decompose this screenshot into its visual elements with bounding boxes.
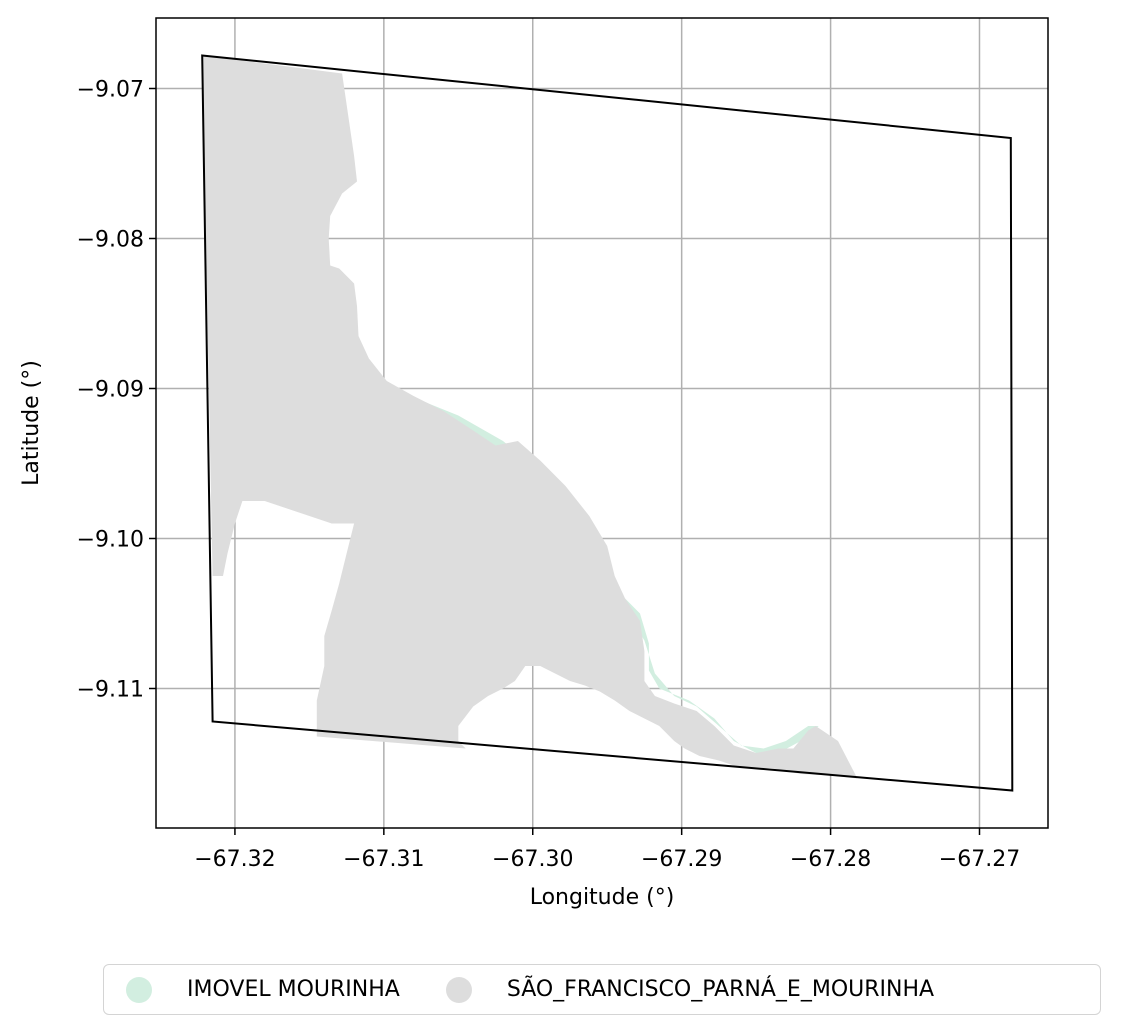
- x-tick-label: −67.31: [343, 847, 424, 872]
- map-plot: −67.32 −67.31 −67.30 −67.29 −67.28 −67.27 −9.0…: [19, 17, 1049, 910]
- legend-label-sao-francisco: SÃO_FRANCISCO_PARNÁ_E_MOURINHA: [506, 977, 935, 1002]
- x-tick-label: −67.29: [641, 847, 722, 872]
- legend-label-imovel-mourinha: IMOVEL MOURINHA: [187, 977, 400, 1002]
- plot-frame: [155, 17, 1049, 829]
- legend-item-sao-francisco: SÃO_FRANCISCO_PARNÁ_E_MOURINHA: [445, 976, 935, 1003]
- x-tick-label: −67.30: [492, 847, 573, 872]
- y-axis-label: Latitude (°): [19, 360, 44, 486]
- boundary-polygon: [201, 54, 1014, 792]
- x-tick-label: −67.27: [939, 847, 1020, 872]
- ticks: −67.32 −67.31 −67.30 −67.29 −67.28 −67.27 −9.0…: [77, 78, 1021, 873]
- x-tick-label: −67.32: [194, 847, 275, 872]
- x-tick-label: −67.28: [790, 847, 871, 872]
- boundary-outline: [201, 54, 1014, 792]
- legend-item-imovel-mourinha: IMOVEL MOURINHA: [126, 976, 400, 1003]
- polygon-sao-francisco-parna-e-mourinha: [202, 55, 858, 779]
- y-tick-label: −9.09: [77, 378, 144, 403]
- x-axis-label: Longitude (°): [530, 885, 675, 910]
- legend-swatch-sao-francisco: [445, 976, 472, 1003]
- y-tick-label: −9.10: [77, 528, 144, 553]
- y-tick-label: −9.08: [77, 228, 144, 253]
- y-tick-label: −9.11: [77, 678, 144, 703]
- legend: IMOVEL MOURINHA SÃO_FRANCISCO_PARNÁ_E_MO…: [103, 964, 1101, 1015]
- y-tick-label: −9.07: [77, 78, 144, 103]
- map-layers: [202, 55, 858, 779]
- legend-swatch-imovel-mourinha: [126, 976, 152, 1003]
